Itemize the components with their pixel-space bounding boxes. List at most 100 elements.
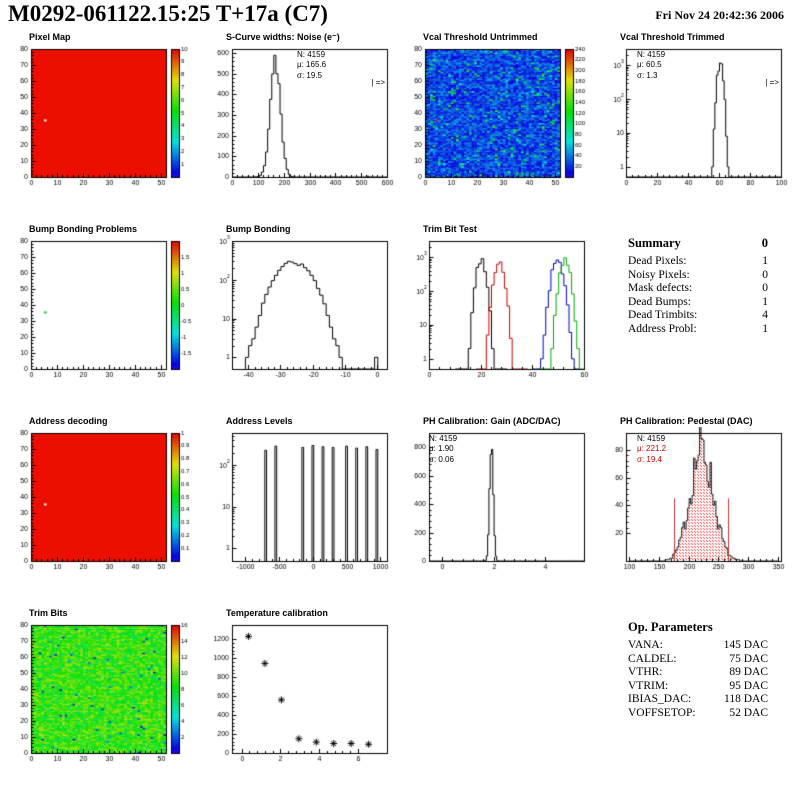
pixel-map-canvas: [5, 43, 202, 193]
summary-value: 4: [762, 309, 768, 321]
op-parameter-value: 118 DAC: [724, 693, 768, 705]
scurve-noise-canvas: [202, 43, 399, 193]
report-grid: Pixel Map S-Curve widths: Noise (e⁻) N: …: [0, 30, 796, 798]
vcal-trimmed-canvas: [596, 43, 793, 193]
summary-row: Mask defects: 0: [628, 282, 768, 296]
plot-title: Bump Bonding Problems: [29, 224, 137, 234]
op-parameter-row: VOFFSETOP: 52 DAC: [628, 707, 768, 721]
stats-mean: μ: 165.6: [297, 60, 327, 70]
summary-total: 0: [761, 236, 768, 250]
plot-trimbit-test: Trim Bit Test: [399, 222, 596, 414]
op-parameter-row: CALDEL: 75 DAC: [628, 653, 768, 667]
overflow-arrow: | =>: [765, 78, 779, 87]
plot-title: S-Curve widths: Noise (e⁻): [226, 32, 340, 42]
op-parameter-row: VTRIM: 95 DAC: [628, 680, 768, 694]
summary-label: Dead Bumps:: [628, 295, 691, 308]
plot-title: Address Levels: [226, 416, 293, 426]
op-parameter-label: IBIAS_DAC:: [628, 693, 692, 705]
op-parameter-value: 75 DAC: [729, 652, 768, 665]
op-parameters-header: Op. Parameters: [628, 620, 768, 635]
summary-panel: Summary 0 Dead Pixels: 1 Noisy Pixels: 0 M…: [596, 222, 793, 414]
plot-address-levels: Address Levels: [202, 414, 399, 606]
summary-label: Address Probl:: [628, 322, 697, 335]
stats-box: N: 4159 μ: 1.90 σ: 0.06: [429, 434, 457, 465]
plot-vcal-trimmed: Vcal Threshold Trimmed N: 4159 μ: 60.5 σ…: [596, 30, 793, 222]
plot-title: PH Calibration: Pedestal (DAC): [620, 416, 753, 426]
stats-box: N: 4159 μ: 60.5 σ: 1.3: [637, 50, 665, 81]
temp-calibration-canvas: [202, 619, 399, 769]
plot-bump-problems: Bump Bonding Problems: [5, 222, 202, 414]
plot-title: Address decoding: [29, 416, 108, 426]
plot-title: Trim Bits: [29, 608, 68, 618]
summary-label: Dead Pixels:: [628, 255, 687, 267]
summary-row: Dead Trimbits: 4: [628, 309, 768, 323]
op-parameter-value: 95 DAC: [729, 679, 768, 692]
plot-address-decoding: Address decoding: [5, 414, 202, 606]
op-parameter-value: 89 DAC: [729, 666, 768, 678]
op-parameter-row: VTHR: 89 DAC: [628, 666, 768, 680]
stats-sigma: σ: 1.3: [637, 70, 658, 80]
op-parameter-row: IBIAS_DAC: 118 DAC: [628, 693, 768, 707]
summary-label: Dead Trimbits:: [628, 309, 698, 321]
plot-title: Bump Bonding: [226, 224, 291, 234]
empty-cell: [399, 606, 596, 798]
plot-title: Trim Bit Test: [423, 224, 477, 234]
summary-value: 1: [762, 322, 768, 335]
ph-gain-canvas: [399, 427, 596, 577]
plot-bump-bonding: Bump Bonding: [202, 222, 399, 414]
trim-bits-canvas: [5, 619, 202, 769]
summary-value: 0: [762, 282, 768, 294]
stats-entries: N: 4159: [637, 434, 666, 443]
plot-trim-bits: Trim Bits: [5, 606, 202, 798]
summary-row: Noisy Pixels: 0: [628, 269, 768, 283]
report-header: M0292-061122.15:25 T+17a (C7) Fri Nov 24…: [0, 0, 796, 30]
summary-value: 1: [762, 295, 768, 308]
stats-sigma: σ: 19.5: [297, 70, 322, 80]
op-parameter-label: VTRIM:: [628, 679, 669, 692]
plot-title: Temperature calibration: [226, 608, 328, 618]
summary-header: Summary 0: [628, 236, 768, 251]
stats-box: N: 4159 μ: 221.2 σ: 19.4: [637, 434, 666, 465]
summary-row: Address Probl: 1: [628, 323, 768, 337]
stats-sigma: σ: 19.4: [637, 454, 662, 464]
stats-mean: μ: 221.2: [637, 444, 667, 454]
plot-temp-calibration: Temperature calibration: [202, 606, 399, 798]
summary-label: Mask defects:: [628, 282, 693, 294]
summary-value: 0: [762, 268, 768, 281]
op-parameter-value: 52 DAC: [729, 706, 768, 719]
address-levels-canvas: [202, 427, 399, 577]
plot-ph-gain: PH Calibration: Gain (ADC/DAC) N: 4159 μ…: [399, 414, 596, 606]
op-parameter-label: VANA:: [628, 639, 663, 651]
op-parameter-label: VOFFSETOP:: [628, 706, 696, 719]
summary-block: Summary 0 Dead Pixels: 1 Noisy Pixels: 0 M…: [628, 236, 768, 336]
plot-title: Vcal Threshold Trimmed: [620, 32, 725, 42]
overflow-arrow: | =>: [371, 78, 385, 87]
op-parameter-row: VANA: 145 DAC: [628, 639, 768, 653]
stats-entries: N: 4159: [429, 434, 458, 443]
summary-value: 1: [762, 255, 768, 267]
ph-pedestal-canvas: [596, 427, 793, 577]
op-parameter-label: VTHR:: [628, 666, 663, 678]
stats-mean: μ: 1.90: [429, 444, 454, 454]
plot-pixel-map: Pixel Map: [5, 30, 202, 222]
timestamp: Fri Nov 24 20:42:36 2006: [655, 8, 784, 22]
page-title: M0292-061122.15:25 T+17a (C7): [8, 1, 328, 26]
plot-title: PH Calibration: Gain (ADC/DAC): [423, 416, 561, 426]
stats-mean: μ: 60.5: [637, 60, 662, 70]
summary-label: Noisy Pixels:: [628, 268, 690, 281]
stats-box: N: 4159 μ: 165.6 σ: 19.5: [297, 50, 326, 81]
op-parameters-panel: Op. Parameters VANA: 145 DAC CALDEL: 75 DA…: [596, 606, 793, 798]
summary-title: Summary: [628, 236, 681, 250]
plot-title: Pixel Map: [29, 32, 71, 42]
plot-ph-pedestal: PH Calibration: Pedestal (DAC) N: 4159 μ…: [596, 414, 793, 606]
summary-row: Dead Bumps: 1: [628, 296, 768, 310]
op-parameter-label: CALDEL:: [628, 652, 677, 665]
summary-row: Dead Pixels: 1: [628, 255, 768, 269]
plot-scurve-noise: S-Curve widths: Noise (e⁻) N: 4159 μ: 16…: [202, 30, 399, 222]
vcal-untrimmed-canvas: [399, 43, 596, 193]
address-decoding-canvas: [5, 427, 202, 577]
bump-bonding-canvas: [202, 235, 399, 385]
op-parameters-block: Op. Parameters VANA: 145 DAC CALDEL: 75 DA…: [628, 620, 768, 720]
trimbit-test-canvas: [399, 235, 596, 385]
stats-entries: N: 4159: [297, 50, 326, 59]
